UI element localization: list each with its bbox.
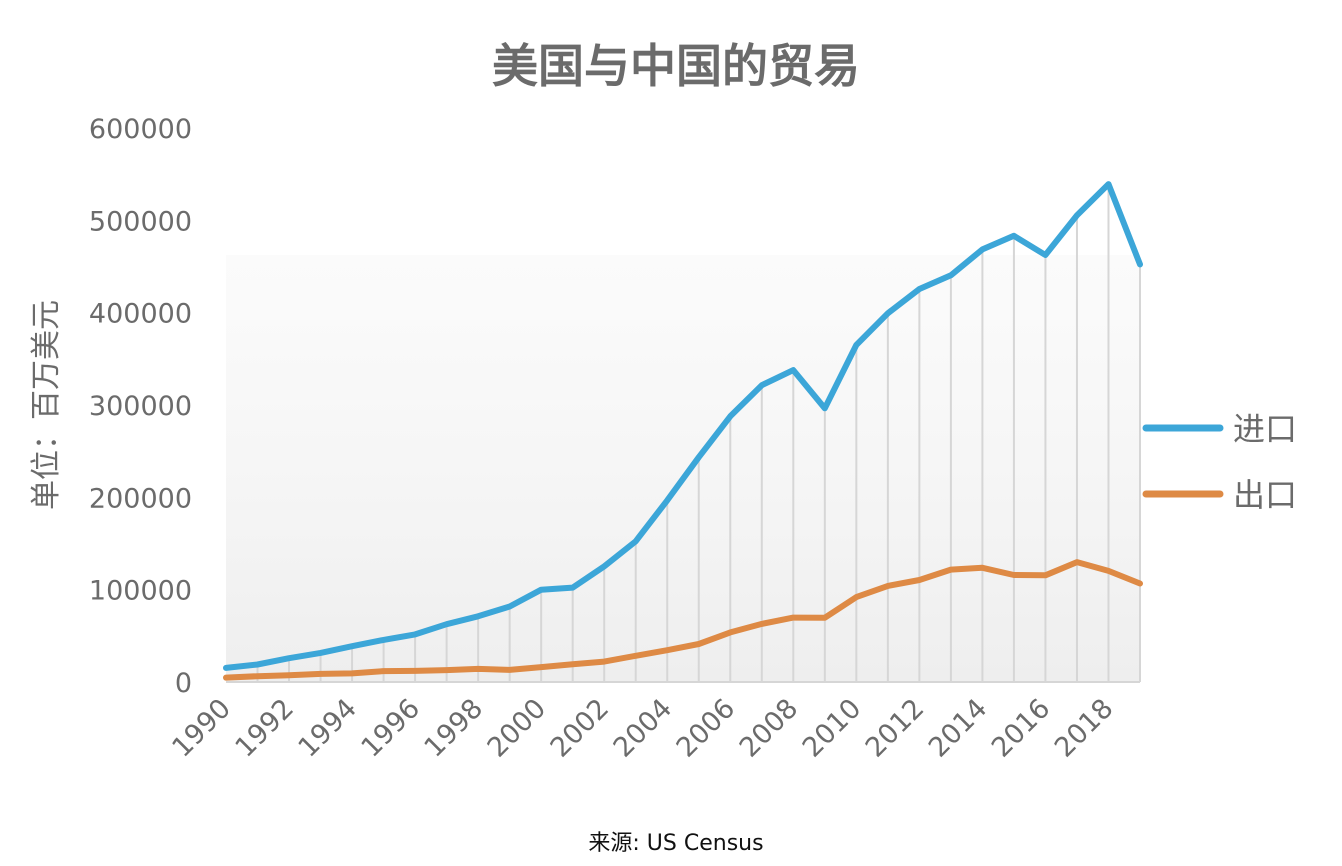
x-tick-label: 2008 xyxy=(734,693,805,764)
x-tick-label: 1996 xyxy=(356,693,427,764)
x-tick-label: 1990 xyxy=(166,693,237,764)
x-tick-label: 2016 xyxy=(986,693,1057,764)
x-tick-label: 1994 xyxy=(293,693,364,764)
x-tick-label: 1992 xyxy=(229,693,300,764)
x-tick-label: 2002 xyxy=(545,693,616,764)
y-tick-label: 100000 xyxy=(89,576,192,607)
x-tick-label: 2018 xyxy=(1049,693,1120,764)
x-tick-label: 2014 xyxy=(923,693,994,764)
chart-title: 美国与中国的贸易 xyxy=(492,39,860,93)
source-note: 来源: US Census xyxy=(588,831,763,856)
y-tick-label: 300000 xyxy=(89,391,192,422)
x-tick-label: 2010 xyxy=(797,693,868,764)
legend-label: 出口 xyxy=(1233,476,1297,514)
y-axis-label: 单位：百万美元 xyxy=(29,300,64,510)
x-tick-label: 2000 xyxy=(482,693,553,764)
y-tick-label: 600000 xyxy=(89,114,192,145)
x-tick-label: 2004 xyxy=(608,693,679,764)
legend-label: 进口 xyxy=(1233,410,1297,448)
y-tick-label: 0 xyxy=(175,668,192,699)
series-line-imports xyxy=(223,181,1143,671)
series-line-exports xyxy=(223,559,1143,681)
plot-area-background xyxy=(226,255,1140,682)
y-tick-label: 200000 xyxy=(89,483,192,514)
x-tick-label: 1998 xyxy=(419,693,490,764)
y-tick-label: 400000 xyxy=(89,299,192,330)
y-tick-label: 500000 xyxy=(89,206,192,237)
x-tick-label: 2012 xyxy=(860,693,931,764)
x-tick-label: 2006 xyxy=(671,693,742,764)
